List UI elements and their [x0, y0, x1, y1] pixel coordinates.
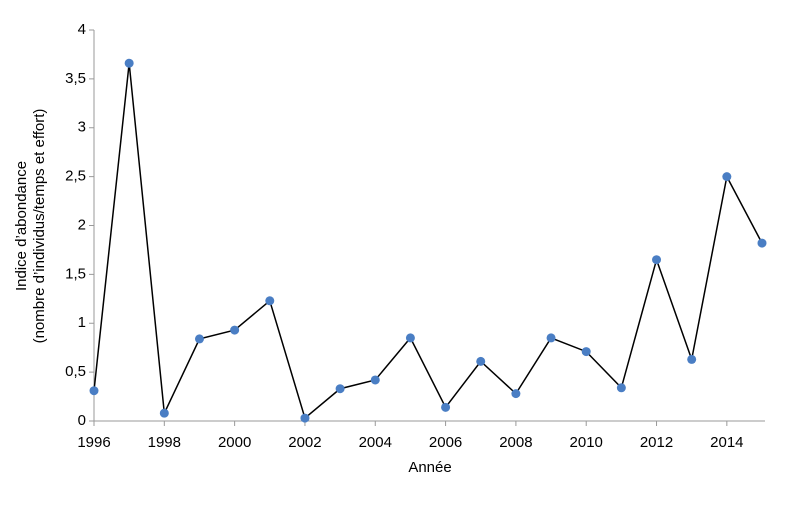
x-tick-label: 2000: [218, 434, 251, 451]
y-axis-label: Indice d’abondance (nombre d’individus/t…: [13, 109, 48, 344]
series-line: [93, 63, 763, 420]
y-tick-label: 0: [78, 412, 86, 429]
y-tick-label: 1,5: [65, 265, 86, 282]
x-tick-label: 1998: [148, 434, 181, 451]
x-tick-label: 2014: [710, 434, 743, 451]
data-point: [124, 58, 134, 68]
data-point: [652, 255, 662, 265]
x-tick-label: 2010: [570, 434, 603, 451]
data-point: [722, 172, 732, 182]
data-point: [581, 347, 591, 357]
data-point: [687, 354, 697, 364]
x-tick-label: 2006: [429, 434, 462, 451]
data-point: [194, 334, 204, 344]
x-axis-label: Année: [408, 459, 451, 476]
y-tick-label: 3: [78, 119, 86, 136]
data-point: [89, 386, 99, 396]
x-tick-label: 2004: [359, 434, 392, 451]
y-tick-label: 4: [78, 21, 86, 38]
data-point: [230, 325, 240, 335]
data-point: [370, 375, 380, 385]
data-point: [546, 333, 556, 343]
y-tick-label: 1: [78, 314, 86, 331]
y-axis-label-line: Indice d’abondance: [13, 161, 30, 291]
data-point: [159, 408, 169, 418]
data-point: [405, 333, 415, 343]
x-tick-label: 1996: [77, 434, 110, 451]
data-point: [757, 238, 767, 248]
data-point: [335, 384, 345, 394]
y-axis-label-line: (nombre d’individus/temps et effort): [31, 109, 48, 344]
data-point: [616, 383, 626, 393]
x-tick-label: 2012: [640, 434, 673, 451]
x-tick-label: 2008: [499, 434, 532, 451]
data-point: [300, 413, 310, 423]
y-tick-label: 2: [78, 216, 86, 233]
y-tick-label: 3,5: [65, 70, 86, 87]
x-tick-label: 2002: [288, 434, 321, 451]
data-point: [476, 356, 486, 366]
y-tick-label: 0,5: [65, 363, 86, 380]
data-point: [441, 402, 451, 412]
data-point: [511, 389, 521, 399]
data-point: [265, 296, 275, 306]
y-tick-label: 2,5: [65, 168, 86, 185]
